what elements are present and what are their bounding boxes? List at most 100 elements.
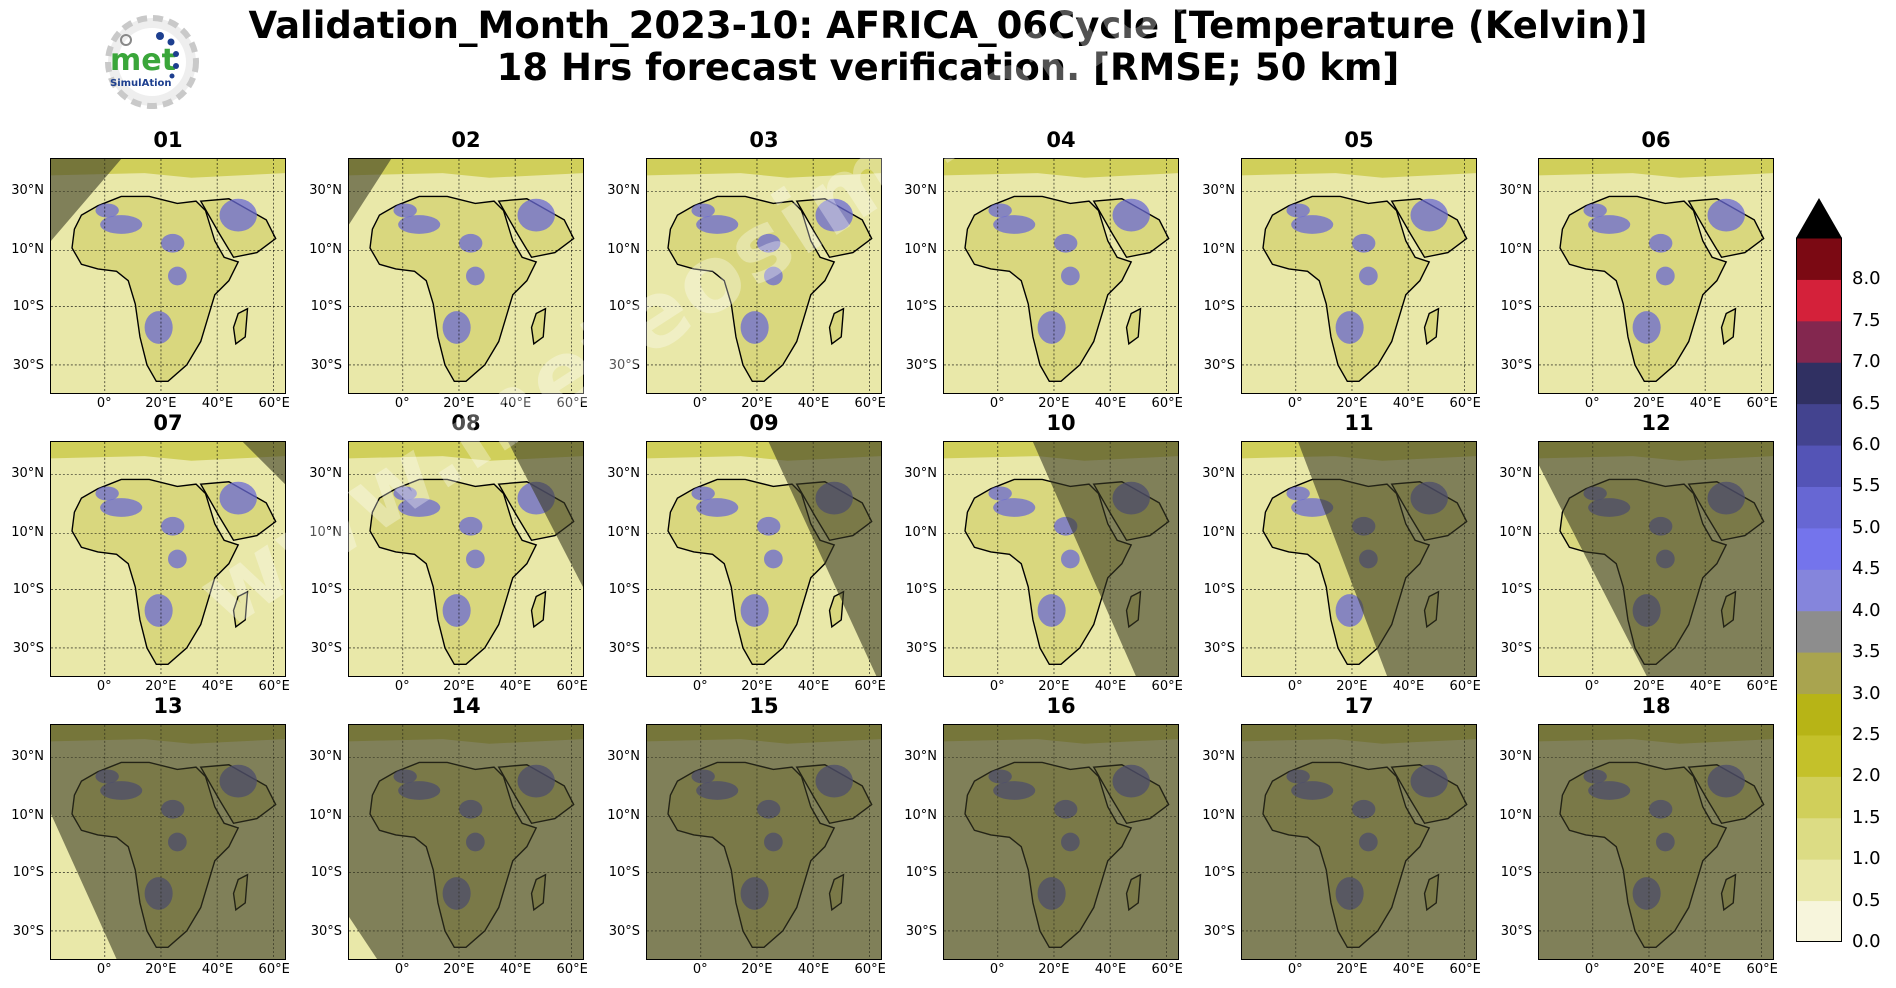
colorbar-tick-labels: 0.0 0.5 1.0 1.5 2.0 2.5 3.0 3.5 4.0 4.5 5.0 5.5 6.0 6…	[1852, 0, 1896, 988]
madagascar-land	[1125, 307, 1142, 346]
colorbar-frame	[1796, 237, 1842, 942]
rmse-map	[943, 441, 1179, 677]
madagascar-land	[828, 307, 845, 346]
high-error-region	[1656, 266, 1675, 286]
x-tick-label: 40°E	[201, 962, 234, 977]
forecast-panel: 15 30°N 10°N 10°S 30°S 0° 20°E 40°E 60°E	[607, 694, 886, 977]
panel-title: 02	[451, 128, 481, 152]
high-error-region	[144, 311, 173, 344]
x-tick-label: 60°E	[854, 679, 886, 694]
rmse-map	[50, 158, 286, 394]
x-tick-label: 0°	[692, 396, 708, 411]
high-error-region	[993, 215, 1036, 234]
y-tick-label: 10°S	[310, 581, 342, 597]
rmse-map	[1241, 724, 1477, 960]
high-error-region	[1410, 198, 1448, 232]
high-error-region	[393, 203, 417, 218]
x-tick-label: 40°E	[499, 396, 532, 411]
colorbar-segment	[1796, 817, 1842, 860]
y-tick-label: 30°N	[1499, 466, 1532, 482]
panel-title: 05	[1344, 128, 1374, 152]
forecast-panel: 03 30°N 10°N 10°S 30°S 0° 20°E 40°E 60°E	[607, 128, 886, 411]
y-tick-label: 10°N	[1499, 808, 1532, 824]
high-error-region	[1037, 311, 1066, 344]
y-tick-label: 30°N	[904, 466, 937, 482]
high-error-region	[1053, 233, 1078, 253]
high-error-region	[696, 498, 739, 517]
x-tick-label: 0°	[989, 396, 1005, 411]
forecast-panel: 07 30°N 10°N 10°S 30°S 0° 20°E 40°E 60°E	[11, 411, 290, 694]
x-tick-label: 40°E	[797, 962, 830, 977]
x-tick-label: 60°E	[1746, 679, 1778, 694]
high-error-region	[219, 198, 257, 232]
forecast-panel: 17 30°N 10°N 10°S 30°S 0° 20°E 40°E 60°E	[1202, 694, 1481, 977]
x-tick-label: 40°E	[1094, 679, 1127, 694]
x-tick-label: 60°E	[258, 679, 290, 694]
high-error-region	[1648, 233, 1673, 253]
high-error-region	[764, 266, 783, 286]
rmse-map	[1241, 158, 1477, 394]
y-tick-label: 10°N	[11, 808, 44, 824]
y-tick-label: 10°N	[11, 242, 44, 258]
y-tick-label: 10°S	[12, 864, 44, 880]
x-tick-label: 0°	[989, 962, 1005, 977]
y-tick-label: 30°N	[11, 466, 44, 482]
high-error-region	[1707, 198, 1745, 232]
africa-land	[667, 195, 836, 382]
colorbar-segment	[1796, 527, 1842, 570]
colorbar-segment	[1796, 859, 1842, 902]
y-tick-label: 30°N	[309, 749, 342, 765]
y-tick-label: 30°S	[1203, 923, 1235, 939]
high-error-region	[160, 233, 185, 253]
rmse-map	[943, 158, 1179, 394]
y-tick-label: 10°S	[12, 581, 44, 597]
x-tick-label: 0°	[96, 679, 112, 694]
x-tick-label: 40°E	[1689, 962, 1722, 977]
y-tick-label: 30°S	[310, 923, 342, 939]
africa-land	[71, 478, 240, 665]
x-tick-label: 60°E	[1151, 679, 1183, 694]
y-tick-label: 10°S	[1203, 864, 1235, 880]
x-tick-label: 20°E	[1633, 396, 1665, 411]
high-error-region	[398, 498, 441, 517]
night-shading	[1539, 725, 1773, 959]
y-tick-label: 30°N	[607, 183, 640, 199]
met-simulation-logo: met SimulAtion	[105, 15, 199, 109]
x-tick-label: 0°	[1287, 962, 1303, 977]
x-tick-label: 40°E	[1689, 396, 1722, 411]
madagascar-land	[1720, 307, 1737, 346]
y-tick-label: 30°N	[904, 749, 937, 765]
high-error-region	[168, 549, 187, 569]
high-error-region	[219, 481, 257, 515]
y-tick-label: 30°S	[12, 640, 44, 656]
x-tick-label: 20°E	[443, 962, 475, 977]
x-tick-label: 20°E	[741, 396, 773, 411]
high-error-region	[1632, 311, 1661, 344]
chart-title-line-2: 18 Hrs forecast verification. [RMSE; 50 …	[496, 46, 1400, 89]
high-error-region	[1291, 215, 1334, 234]
y-tick-label: 10°S	[310, 864, 342, 880]
y-tick-label: 10°S	[1203, 298, 1235, 314]
colorbar-tick-label: 5.0	[1852, 516, 1881, 538]
rmse-map	[348, 724, 584, 960]
x-tick-label: 20°E	[1038, 962, 1070, 977]
colorbar-segment	[1796, 900, 1842, 942]
x-tick-label: 40°E	[201, 679, 234, 694]
y-tick-label: 30°S	[608, 357, 640, 373]
y-tick-label: 10°N	[607, 242, 640, 258]
y-tick-label: 10°S	[310, 298, 342, 314]
high-error-region	[95, 203, 119, 218]
high-error-region	[168, 266, 187, 286]
colorbar-tick-label: 0.0	[1852, 931, 1881, 952]
colorbar-tick-label: 6.5	[1852, 392, 1881, 414]
europe-land	[1242, 159, 1476, 178]
high-error-region	[393, 486, 417, 501]
y-tick-label: 10°S	[1203, 581, 1235, 597]
x-tick-label: 0°	[1584, 962, 1600, 977]
y-tick-label: 30°S	[1203, 640, 1235, 656]
rmse-map	[50, 724, 286, 960]
y-tick-label: 30°N	[904, 183, 937, 199]
high-error-region	[691, 203, 715, 218]
x-tick-label: 0°	[394, 679, 410, 694]
